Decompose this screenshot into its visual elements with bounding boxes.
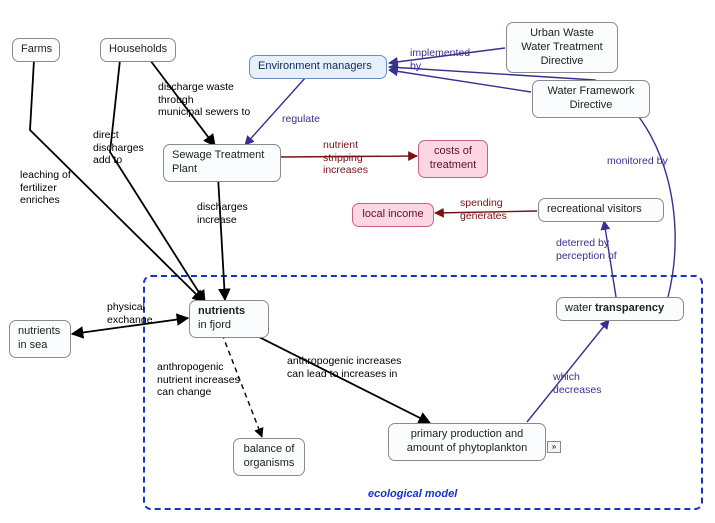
node-localincome: local income <box>352 203 434 227</box>
node-wfd: Water FrameworkDirective <box>532 80 650 118</box>
node-uwwtd: Urban WasteWater TreatmentDirective <box>506 22 618 73</box>
edge-wfd-env <box>389 70 531 92</box>
node-phyto: primary production andamount of phytopla… <box>388 423 546 461</box>
expand-icon[interactable]: » <box>547 441 561 453</box>
node-farms: Farms <box>12 38 60 62</box>
edge-label-hh-nut: direct discharges add to <box>91 128 146 168</box>
edge-env-stp <box>245 77 306 145</box>
edge-label-nut-sea: physical exchange <box>105 300 155 327</box>
node-balance: balance oforganisms <box>233 438 305 476</box>
edge-label-stp-nut: discharges increase <box>195 200 250 227</box>
node-visitors: recreational visitors <box>538 198 664 222</box>
edge-label-nut-bal: anthropogenic nutrient increases can cha… <box>155 360 242 400</box>
edge-label-trans-env: monitored by <box>605 154 670 169</box>
edge-stp-nut <box>218 176 225 300</box>
node-nutrients: nutrientsin fjord <box>189 300 269 338</box>
edge-label-nut-phyto: anthropogenic increases can lead to incr… <box>285 354 403 381</box>
node-costs: costs oftreatment <box>418 140 488 178</box>
edge-label-farms-nut: leaching of fertilizer enriches <box>18 168 73 208</box>
edge-label-stp-costs: nutrient stripping increases <box>321 138 370 178</box>
edge-label-wfd-env: implemented by <box>408 46 472 73</box>
edge-label-phyto-trans: which decreases <box>551 370 603 397</box>
edge-label-vis-income: spending generates <box>458 196 509 223</box>
node-stp: Sewage TreatmentPlant <box>163 144 281 182</box>
edge-label-hh-stp: discharge waste through municipal sewers… <box>156 80 252 120</box>
edge-label-env-stp: regulate <box>280 112 322 127</box>
node-transparency: water transparency <box>556 297 684 321</box>
node-households: Households <box>100 38 176 62</box>
node-envmgr: Environment managers <box>249 55 387 79</box>
edge-label-trans-vis: deterred by perception of <box>554 236 619 263</box>
node-nutsea: nutrientsin sea <box>9 320 71 358</box>
